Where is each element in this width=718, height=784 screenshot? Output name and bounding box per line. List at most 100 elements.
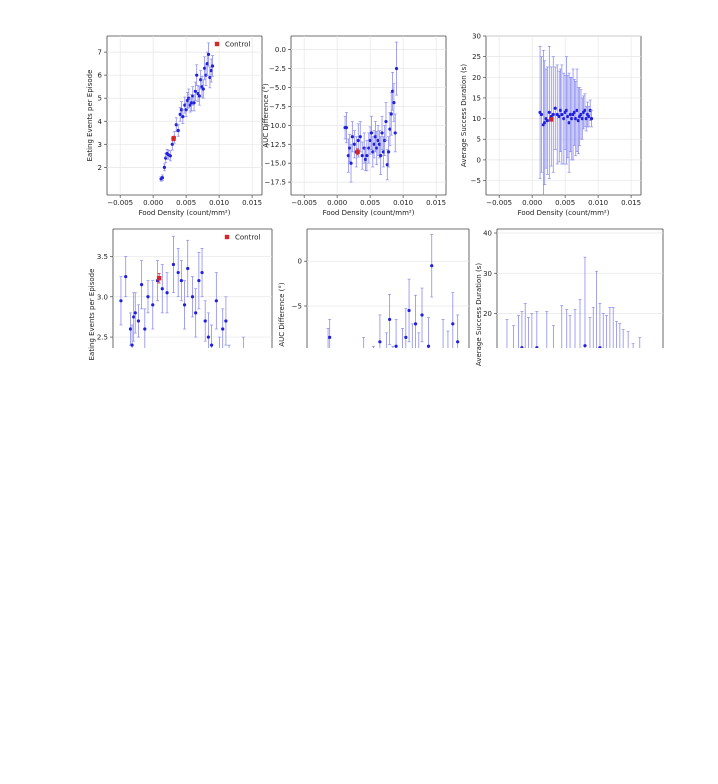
data-point (394, 344, 398, 348)
data-point (530, 352, 533, 355)
data-point (592, 358, 595, 361)
x-tick-label: 0.005 (555, 199, 575, 207)
data-point (580, 116, 584, 121)
data-point (565, 348, 568, 351)
data-point (598, 346, 602, 348)
data-point (392, 101, 396, 105)
y-tick-label: 5 (98, 95, 102, 103)
data-point (589, 116, 594, 121)
data-point (632, 370, 635, 373)
data-point (424, 389, 427, 392)
plot-area (314, 234, 464, 392)
data-point (608, 358, 611, 361)
data-point (553, 106, 557, 110)
data-point (566, 114, 570, 119)
data-point (384, 119, 388, 124)
data-point (162, 165, 166, 169)
data-point (588, 356, 591, 359)
data-point (242, 360, 245, 363)
data-point (404, 335, 408, 339)
data-point (368, 138, 372, 143)
data-point (584, 116, 588, 121)
data-point (567, 121, 571, 125)
data-point (602, 360, 605, 363)
data-point (579, 112, 583, 117)
y-tick-label: 0.0 (275, 46, 286, 54)
data-point (351, 385, 354, 388)
y-tick-label: −17.5 (265, 179, 286, 187)
data-point (407, 308, 411, 313)
data-point (365, 154, 369, 158)
data-point (461, 385, 464, 388)
data-point (451, 322, 455, 326)
data-point (574, 116, 578, 121)
data-point (558, 108, 563, 112)
data-point (398, 376, 401, 379)
data-point (350, 135, 354, 139)
y-tick-label: 30 (472, 33, 481, 41)
y-tick-label: −5.0 (269, 84, 286, 92)
subplot-6: 20 30 40 Average Success Duration (s) (475, 228, 664, 381)
subplot-3: −5 0 5 10 15 20 25 30 −0.005 0.000 0.005 0.010 0.015… (460, 33, 642, 217)
x-tick-label: 0.010 (393, 199, 413, 207)
data-point (539, 112, 544, 117)
data-point (151, 303, 155, 307)
data-point (583, 344, 587, 348)
data-point (360, 154, 364, 158)
data-point (627, 366, 630, 369)
data-point (367, 146, 371, 150)
y-tick-label: 3.5 (97, 253, 108, 261)
data-point (331, 389, 334, 392)
data-point (401, 354, 404, 357)
y-tick-label: 3 (98, 141, 102, 149)
y-tick-label: 0 (298, 258, 302, 266)
control-point (349, 383, 353, 387)
subplot-1: 2 3 4 5 6 7 −0.005 0.000 0.005 0.010 0.015 Food Den… (86, 35, 263, 217)
data-point (645, 374, 648, 377)
data-point (547, 110, 551, 115)
y-tick-label: −15.0 (265, 160, 286, 168)
data-point (140, 283, 144, 287)
data-point (430, 264, 434, 268)
data-point (205, 62, 209, 66)
data-point (210, 64, 215, 68)
y-tick-label: 6 (98, 72, 103, 80)
data-point (357, 372, 360, 375)
data-point (564, 108, 569, 112)
data-point (336, 372, 339, 375)
data-point (206, 335, 210, 339)
data-point (346, 154, 350, 158)
data-point (638, 368, 641, 371)
data-point (576, 119, 580, 123)
y-tick-label: 20 (483, 310, 492, 318)
plot-area (119, 235, 245, 363)
data-point (568, 350, 571, 353)
data-point (314, 389, 317, 392)
data-point (146, 295, 150, 299)
data-point (375, 389, 378, 392)
data-point (583, 108, 587, 112)
data-point (517, 354, 520, 357)
data-point (221, 327, 225, 331)
legend-swatch (224, 234, 230, 240)
data-point (176, 128, 180, 133)
data-point (385, 349, 388, 352)
data-point (184, 108, 188, 112)
data-point (378, 340, 382, 344)
plot-area (538, 45, 594, 195)
data-point (551, 112, 555, 117)
data-point (555, 112, 559, 117)
data-point (612, 350, 615, 353)
data-point (435, 380, 438, 383)
y-tick-label: 3.0 (97, 293, 108, 301)
x-tick-label: −0.005 (107, 199, 133, 207)
data-point (191, 94, 195, 98)
legend-label: Control (235, 234, 260, 242)
data-point (426, 344, 431, 348)
data-point (641, 378, 644, 381)
data-point (189, 101, 194, 105)
data-point (572, 110, 576, 115)
data-point (394, 66, 399, 71)
y-axis-label: Eating Events per Episode (86, 70, 94, 162)
y-tick-label: 4 (98, 118, 103, 126)
